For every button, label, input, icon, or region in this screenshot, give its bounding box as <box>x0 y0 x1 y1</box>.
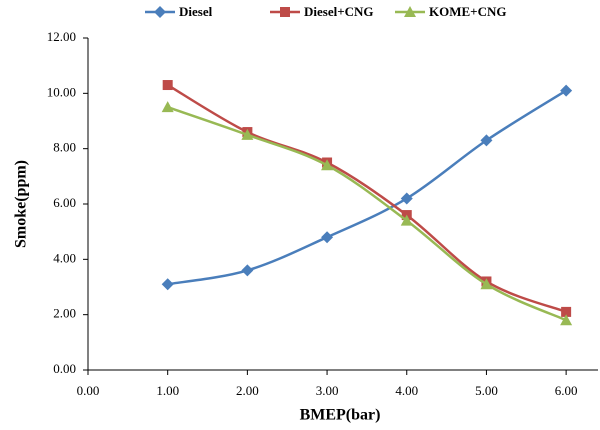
marker <box>480 134 493 147</box>
y-tick-label: 10.00 <box>47 84 76 99</box>
x-axis-label: BMEP(bar) <box>300 407 381 424</box>
legend-marker <box>404 6 416 17</box>
legend-label: Diesel+CNG <box>304 4 374 19</box>
marker <box>400 214 413 226</box>
series-line <box>167 83 567 314</box>
marker <box>321 231 334 244</box>
legend-label: Diesel <box>179 4 213 19</box>
legend-marker <box>154 6 166 18</box>
x-tick-label: 4.00 <box>395 383 418 398</box>
series-line <box>167 89 567 286</box>
legend-marker <box>280 7 290 17</box>
legend-label: KOME+CNG <box>429 4 506 19</box>
x-tick-label: 1.00 <box>156 383 179 398</box>
marker <box>321 159 334 171</box>
x-tick-label: 6.00 <box>555 383 578 398</box>
marker <box>561 306 572 317</box>
y-tick-label: 4.00 <box>53 250 76 265</box>
y-tick-label: 12.00 <box>47 29 76 44</box>
marker <box>400 192 413 205</box>
x-tick-label: 0.00 <box>77 383 100 398</box>
marker <box>161 278 174 291</box>
series-line <box>167 105 567 322</box>
y-tick-label: 0.00 <box>53 361 76 376</box>
x-tick-label: 3.00 <box>316 383 339 398</box>
marker <box>162 80 173 91</box>
marker <box>560 84 573 97</box>
y-tick-label: 6.00 <box>53 195 76 210</box>
marker <box>161 101 174 113</box>
x-tick-label: 2.00 <box>236 383 259 398</box>
marker <box>241 128 254 140</box>
marker <box>241 264 254 277</box>
x-tick-label: 5.00 <box>475 383 498 398</box>
marker <box>560 314 573 326</box>
y-tick-label: 8.00 <box>53 140 76 155</box>
y-tick-label: 2.00 <box>53 306 76 321</box>
y-axis-label: Smoke(ppm) <box>13 160 30 248</box>
marker <box>480 278 493 290</box>
